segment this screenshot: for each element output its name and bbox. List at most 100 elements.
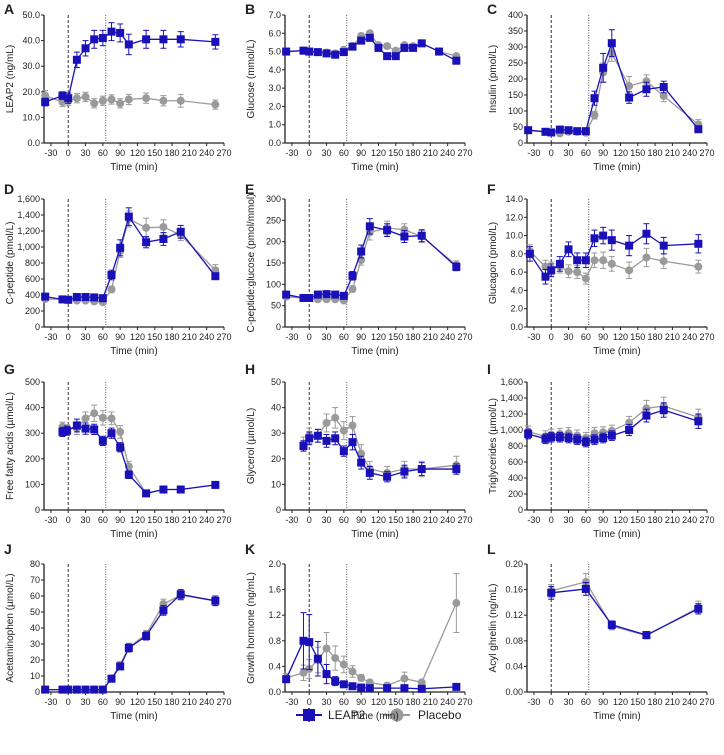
y-tick-label: 0.0 [268,138,281,148]
x-tick-label: 60 [98,148,108,158]
x-axis-label: Time (min) [351,162,398,173]
data-point-leap2 [339,291,348,300]
x-tick-label: 150 [388,148,403,158]
x-tick-label: 270 [216,148,231,158]
data-point-placebo [642,77,651,86]
data-point-leap2 [642,229,651,238]
x-tick-label: 120 [130,332,145,342]
y-tick-label: 4.0 [268,65,281,75]
x-tick-label: 60 [581,148,591,158]
x-tick-label: -30 [527,332,540,342]
data-point-placebo [41,91,50,100]
data-point-leap2 [564,126,573,135]
x-tick-label: 180 [406,148,421,158]
panel-label: C [487,1,497,17]
data-point-placebo [116,427,125,436]
x-tick-label: 150 [388,332,403,342]
data-point-leap2 [98,294,107,303]
y-tick-label: 200 [508,489,523,499]
y-tick-label: 12.0 [505,212,523,222]
data-point-leap2 [331,290,340,299]
data-point-leap2 [452,682,461,691]
y-tick-label: 1.2 [268,610,281,620]
data-point-leap2 [299,636,308,645]
x-tick-label: 120 [613,332,628,342]
data-point-leap2 [282,675,291,684]
data-point-leap2 [383,226,392,235]
data-point-placebo [339,660,348,669]
data-point-placebo [348,667,357,676]
series-leap2 [282,33,461,65]
data-point-leap2 [322,49,331,58]
data-point-placebo [383,42,392,51]
data-point-leap2 [282,290,291,299]
series-leap2 [525,223,703,285]
y-tick-label: 200 [25,454,40,464]
data-point-placebo [417,678,426,687]
data-point-leap2 [357,36,366,45]
y-axis-label: LEAP2 (ng/mL) [5,45,16,113]
data-point-leap2 [305,638,314,647]
data-point-leap2 [72,421,81,430]
y-tick-label: 400 [25,290,40,300]
data-point-placebo [176,96,185,105]
x-tick-label: 120 [371,515,386,525]
panel-label: B [245,1,255,17]
x-tick-label: 180 [406,332,421,342]
y-tick-label: 0 [276,322,281,332]
y-tick-label: 200 [266,237,281,247]
data-point-placebo [299,668,308,677]
x-tick-label: 90 [598,515,608,525]
y-axis-label: Glucagon (pmol/L) [488,222,499,304]
y-tick-label: 100 [508,106,523,116]
x-tick-label: 60 [339,515,349,525]
x-tick-label: 30 [564,697,574,707]
panel-l: L 0.00 0.04 0.08 0.12 0.16 0.20 -30 0 30 60 90 120 15… [487,541,715,722]
data-point-leap2 [541,272,550,281]
data-point-leap2 [524,430,533,438]
y-tick-label: 10.0 [22,112,40,122]
x-tick-label: 210 [665,515,680,525]
x-tick-label: -30 [285,515,298,525]
data-point-leap2 [590,234,599,243]
data-point-leap2 [659,406,668,414]
legend-placebo-marker [390,708,404,722]
data-point-leap2 [573,127,582,136]
data-point-placebo [357,673,366,682]
y-tick-label: 5.0 [268,47,281,57]
x-tick-label: 60 [581,515,591,525]
x-tick-label: 30 [81,697,91,707]
data-point-leap2 [581,256,590,265]
y-tick-label: 6.0 [510,267,523,277]
data-point-leap2 [159,235,168,243]
data-point-leap2 [313,48,322,57]
data-point-leap2 [322,670,331,679]
x-tick-label: 240 [199,515,214,525]
series-line-leap2 [45,215,216,301]
x-tick-label: 30 [564,515,574,525]
data-point-leap2 [159,485,168,494]
x-tick-label: 270 [216,332,231,342]
x-tick-label: 90 [356,332,366,342]
series-placebo [58,404,220,498]
x-tick-label: 240 [682,148,697,158]
x-tick-label: 150 [630,515,645,525]
data-point-leap2 [90,685,99,694]
y-tick-label: 800 [25,258,40,268]
y-tick-label: 800 [508,441,523,451]
y-tick-label: 1.0 [268,120,281,130]
data-point-placebo [581,274,590,283]
data-point-placebo [400,225,409,234]
data-point-leap2 [322,436,331,445]
data-point-leap2 [124,40,133,49]
x-tick-label: 180 [406,515,421,525]
x-tick-label: 90 [356,515,366,525]
x-tick-label: -30 [527,515,540,525]
data-point-leap2 [555,433,564,442]
data-point-placebo [142,223,151,232]
data-point-leap2 [391,52,400,61]
x-axis-label: Time (min) [593,346,640,357]
y-tick-label: 0.0 [27,138,40,148]
data-point-placebo [590,111,599,120]
